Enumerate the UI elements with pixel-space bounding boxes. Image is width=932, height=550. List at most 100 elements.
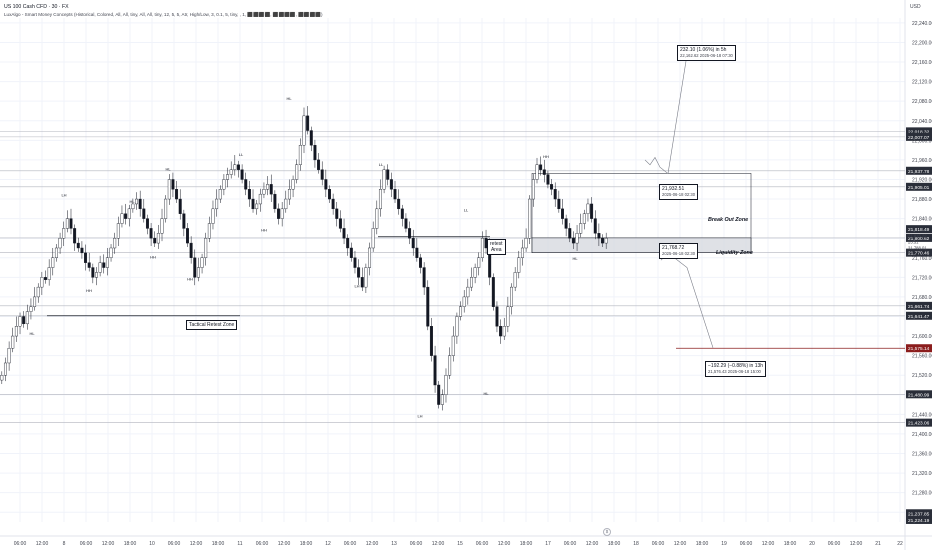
y-tick-label: 21,960.00 xyxy=(912,158,932,164)
price-label-text: 21,237.85 xyxy=(908,511,930,517)
candle-body xyxy=(196,267,200,278)
y-tick-label: 21,280.00 xyxy=(912,491,932,497)
candle-body xyxy=(590,203,594,219)
indicator-legend[interactable]: LuxAlgo - Smart Money Concepts (Historic… xyxy=(4,12,323,17)
candle-body xyxy=(84,252,88,263)
candle-body xyxy=(153,237,157,244)
price-label-text: 22,007.07 xyxy=(908,135,930,141)
candle-body xyxy=(102,262,106,268)
candle-body xyxy=(422,267,426,288)
x-tick-label: 06:00 xyxy=(652,541,665,547)
x-tick-label: 12:00 xyxy=(278,541,291,547)
swing-label: LL xyxy=(239,152,244,157)
y-tick-label: 21,880.00 xyxy=(912,197,932,203)
price-label-badge xyxy=(906,418,932,427)
candle-body xyxy=(131,203,135,210)
candle-body xyxy=(105,257,109,268)
candle-body xyxy=(62,228,66,239)
x-tick-label: 18:00 xyxy=(696,541,709,547)
candle-body xyxy=(138,198,142,210)
x-tick-label: 06:00 xyxy=(476,541,489,547)
x-tick-label: 06:00 xyxy=(256,541,269,547)
candle-body xyxy=(149,228,153,239)
price-label-text: 21,480.99 xyxy=(908,392,930,398)
candle-body xyxy=(528,198,532,239)
swing-label: HL xyxy=(129,199,135,204)
price-label-text: 21,224.19 xyxy=(908,518,930,524)
candle-body xyxy=(335,208,339,219)
candle-body xyxy=(127,208,131,219)
price-label-text: 21,661.74 xyxy=(908,304,930,310)
candle-body xyxy=(44,277,47,280)
y-tick-label: 21,520.00 xyxy=(912,373,932,379)
candle-body xyxy=(448,355,452,376)
candle-body xyxy=(411,237,415,249)
x-tick-label: 06:00 xyxy=(344,541,357,547)
x-tick-label: 18:00 xyxy=(124,541,137,547)
swing-label: HH xyxy=(150,255,156,260)
candle-body xyxy=(550,184,554,190)
projection-up-box[interactable]: 232.10 (1.06%) in 5h 22,162.62 2025-06-1… xyxy=(677,45,736,61)
x-tick-label: 06:00 xyxy=(828,541,841,547)
candle-body xyxy=(218,189,222,200)
liquidity-zone-label: Liquidity Zone xyxy=(716,250,753,256)
target-1-text: 21,932.51 xyxy=(662,186,685,192)
candle-body xyxy=(575,233,579,244)
price-label-badge xyxy=(906,166,932,175)
candle-body xyxy=(382,169,386,190)
x-tick-label: 06:00 xyxy=(14,541,27,547)
y-tick-label: 22,160.00 xyxy=(912,60,932,66)
y-tick-label: 22,040.00 xyxy=(912,119,932,125)
price-label-text: 21,800.62 xyxy=(908,236,930,242)
retest-area-label[interactable]: retest Area xyxy=(487,239,506,255)
x-tick-label: 17 xyxy=(545,541,551,547)
candle-body xyxy=(535,164,539,180)
candle-body xyxy=(510,286,513,307)
candle-body xyxy=(116,223,120,239)
break-out-zone-label: Break Out Zone xyxy=(708,217,749,223)
projection-up-sub: 22,162.62 2025-06-18 07:30 xyxy=(680,53,733,58)
target-2-box[interactable]: 21,768.72 2025-06-18 02:30 xyxy=(659,243,699,259)
candle-body xyxy=(298,145,302,165)
candle-body xyxy=(546,174,550,185)
candle-body xyxy=(480,237,484,258)
candle-body xyxy=(295,164,299,180)
x-tick-label: 19 xyxy=(721,541,727,547)
x-tick-label: 12:00 xyxy=(498,541,511,547)
candle-body xyxy=(14,326,18,337)
candle-body xyxy=(175,189,179,200)
area-text: Area xyxy=(490,247,502,253)
candle-body xyxy=(33,296,37,307)
price-label-text: 21,423.06 xyxy=(908,421,930,427)
price-label-badge xyxy=(906,233,932,242)
x-tick-label: 18:00 xyxy=(212,541,225,547)
candle-body xyxy=(495,306,499,327)
y-tick-label: 21,400.00 xyxy=(912,432,932,438)
candle-body xyxy=(226,174,230,180)
candle-body xyxy=(247,189,251,200)
candle-body xyxy=(47,267,51,280)
x-tick-label: 10 xyxy=(149,541,155,547)
x-tick-label: 12 xyxy=(325,541,331,547)
candle-body xyxy=(236,164,240,170)
candle-body xyxy=(251,198,255,210)
x-tick-label: 06:00 xyxy=(168,541,181,547)
price-label-text: 21,770.46 xyxy=(908,251,930,257)
swing-label: HH xyxy=(187,276,193,281)
candle-body xyxy=(109,247,113,258)
tactical-retest-zone-label[interactable]: Tactical Retest Zone xyxy=(186,320,238,330)
swing-label: LH xyxy=(354,284,359,289)
target-1-box[interactable]: 21,932.51 2025-06-18 02:30 xyxy=(659,184,699,200)
candle-body xyxy=(124,213,128,219)
dividend-icon[interactable]: $ xyxy=(603,528,611,536)
candle-body xyxy=(182,213,186,229)
candle-body xyxy=(349,247,353,258)
price-label-text: 21,905.01 xyxy=(908,185,930,191)
y-tick-label: 21,600.00 xyxy=(912,334,932,340)
projection-down-box[interactable]: −192.29 (−0.88%) in 13h 21,576.43 2025-0… xyxy=(705,361,767,377)
candle-body xyxy=(113,237,117,249)
candle-body xyxy=(524,237,528,249)
candle-body xyxy=(477,257,481,268)
candle-body xyxy=(204,237,208,258)
